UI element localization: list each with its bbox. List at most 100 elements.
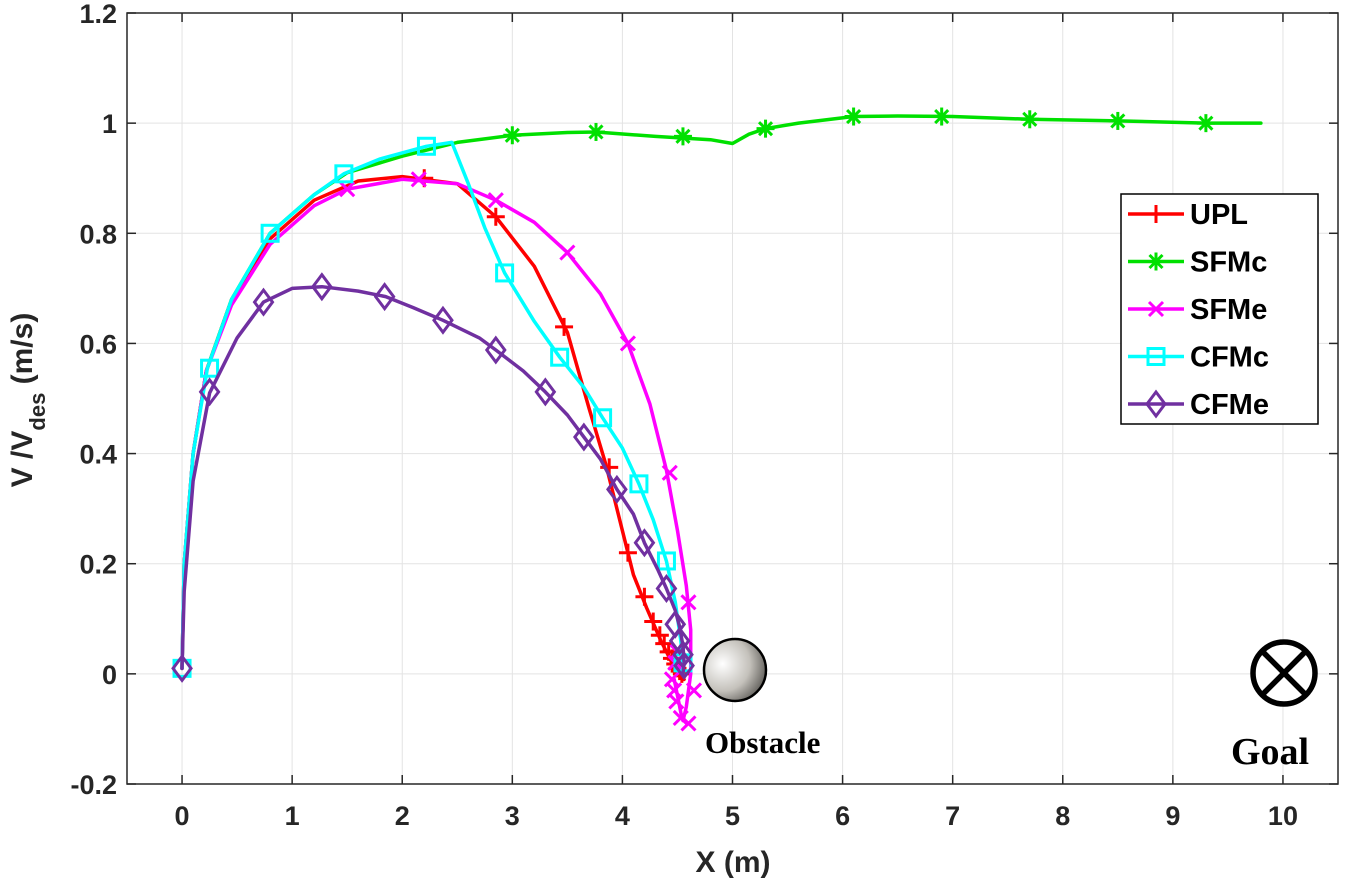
legend-marker [1145,389,1167,419]
data-point-cfmc [629,474,649,494]
series-layer [171,107,1263,732]
y-tick-label: 1.2 [79,0,117,29]
data-point-upl [618,543,637,562]
data-point-cfme [534,377,557,407]
x-ticks: 0 1 2 3 4 5 6 7 8 9 10 [175,13,1298,831]
data-point-cfmc [334,164,354,184]
data-point-cfme [668,626,691,656]
x-tick-label: 1 [285,801,300,831]
data-point-sfme [680,594,697,611]
data-point-sfmc [503,126,522,145]
data-point-cfmc [200,358,220,378]
series-sfmc [180,107,1263,671]
legend-label: SFMc [1190,247,1267,279]
x-tick-label: 5 [725,801,740,831]
data-point-cfme [171,653,193,683]
data-point-cfmc [260,223,280,243]
data-point-cfme [606,474,628,504]
data-point-cfme [673,651,695,681]
legend-marker [1147,300,1165,318]
x-tick-label: 8 [1055,801,1070,831]
obstacle-marker [702,637,768,703]
data-point-sfme [685,682,703,699]
x-tick-label: 6 [835,801,850,831]
data-point-cfme [672,640,694,670]
data-point-upl [655,634,674,653]
data-point-sfme [559,244,576,261]
x-tick-label: 7 [945,801,960,831]
legend-label: SFMe [1190,294,1267,326]
x-tick-label: 9 [1165,801,1180,831]
data-point-cfme [484,335,507,365]
legend-item-cfme: CFMe [1128,389,1269,421]
x-tick-label: 10 [1268,801,1298,831]
y-axis-label: V /Vdes (m/s) [6,313,50,488]
legend: UPL SFMc SFMe CFMc CFMe [1120,193,1319,425]
data-point-sfme [680,715,697,732]
y-tick-label: -0.2 [70,770,117,800]
legend-label: UPL [1190,199,1248,231]
legend-item-sfme: SFMe [1128,294,1267,326]
data-point-sfmc [932,107,951,126]
obstacle: Obstacle [702,637,820,760]
x-tick-label: 0 [175,801,190,831]
data-point-sfme [619,335,636,352]
data-point-cfmc [495,263,515,283]
data-point-sfmc [586,122,605,141]
data-point-sfme [339,181,356,198]
y-tick-label: 0.2 [79,550,117,580]
series-line-sfme [180,177,693,723]
legend-label: CFMe [1190,389,1269,421]
data-point-cfme [655,573,678,603]
data-point-sfme [661,464,678,481]
data-point-cfmc [593,408,613,428]
x-tick-label: 3 [505,801,520,831]
data-point-sfmc [844,107,863,126]
legend-item-cfmc: CFMc [1128,342,1269,374]
data-point-sfmc [673,127,692,146]
legend-item-upl: UPL [1128,199,1248,231]
data-point-cfme [432,305,454,335]
data-point-sfmc [1108,111,1127,130]
data-point-cfmc [550,347,570,367]
series-sfme [180,171,703,732]
goal-label: Goal [1231,731,1309,773]
data-point-sfme [672,709,689,726]
data-point-cfme [252,287,275,317]
goal-icon [1250,639,1318,707]
data-point-cfme [633,528,656,558]
data-point-sfme [487,192,504,209]
legend-marker [1147,252,1165,271]
legend-item-sfmc: SFMc [1128,247,1267,279]
legend-marker [1147,205,1165,223]
data-point-cfmc [656,551,676,571]
data-point-sfmc [1196,114,1215,133]
x-tick-label: 4 [615,801,630,831]
x-tick-label: 2 [395,801,410,831]
y-ticks: -0.2 0 0.2 0.4 0.6 0.8 1 1.2 [70,0,1338,800]
data-point-upl [644,612,663,631]
data-point-upl [650,626,669,645]
data-point-cfme [310,272,333,302]
data-point-sfmc [756,119,775,138]
y-tick-label: 0.6 [79,329,117,359]
goal: Goal [1231,639,1318,773]
y-tick-label: 1 [102,109,117,139]
data-point-sfme [410,171,427,188]
data-point-upl [635,587,654,606]
data-point-upl [555,317,574,336]
obstacle-label: Obstacle [705,725,820,760]
legend-label: CFMc [1190,342,1269,374]
y-tick-label: 0 [102,660,117,690]
legend-marker [1146,347,1166,366]
data-point-cfme [373,282,396,312]
data-point-cfme [198,377,221,407]
y-tick-label: 0.4 [79,440,117,470]
y-tick-label: 0.8 [79,219,117,249]
data-point-sfmc [1020,110,1039,129]
series-cfme [171,272,695,683]
data-point-sfme [663,671,681,688]
data-point-upl [486,207,505,226]
data-point-cfmc [416,136,436,156]
